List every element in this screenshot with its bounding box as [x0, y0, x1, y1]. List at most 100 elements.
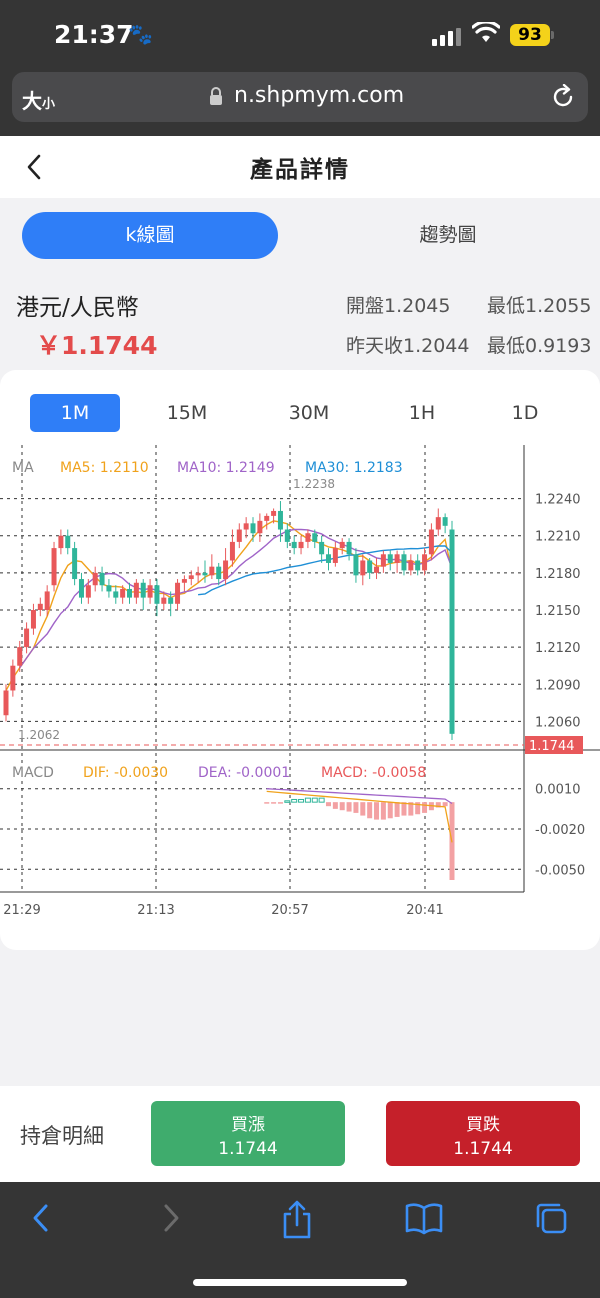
- candle-body: [85, 585, 91, 598]
- tab-kline[interactable]: k線圖: [22, 212, 278, 259]
- candle-body: [24, 628, 30, 648]
- candle-body: [435, 517, 441, 530]
- macd-value-label: MACD: -0.0058: [321, 765, 426, 781]
- back-arrow-icon[interactable]: [24, 152, 44, 182]
- candle-body: [175, 582, 181, 604]
- buy-up-price: 1.1744: [218, 1139, 278, 1159]
- kline-chart[interactable]: 1.2240 1.2210 1.2180 1.2150 1.2120 1.2090 1.20…: [0, 445, 600, 925]
- candle-body: [264, 515, 270, 521]
- macd-bar: [304, 797, 311, 803]
- candle-body: [44, 591, 50, 610]
- battery-indicator: 93: [510, 24, 550, 46]
- prev-close: 昨天收1.2044: [346, 335, 470, 357]
- price-tick: 1.2210: [535, 530, 581, 545]
- candle-body: [195, 572, 201, 576]
- price-tick: 1.2180: [535, 567, 581, 582]
- candle-body: [30, 610, 36, 629]
- candle-body: [127, 588, 133, 598]
- candle-body: [216, 566, 222, 580]
- candle-body: [284, 529, 290, 542]
- currency-pair: 港元/人民幣: [16, 295, 139, 321]
- price-tick: 1.2120: [535, 641, 581, 656]
- candle-body: [37, 603, 43, 610]
- candle-body: [442, 517, 448, 526]
- buy-down-button[interactable]: 買跌 1.1744: [386, 1101, 580, 1166]
- candle-body: [257, 520, 263, 534]
- candles: [3, 501, 455, 740]
- tab-trend[interactable]: 趨勢圖: [419, 224, 477, 246]
- home-indicator: [193, 1279, 407, 1286]
- time-tick: 21:13: [137, 903, 174, 918]
- period-1h[interactable]: 1H: [408, 402, 436, 424]
- min-marker: 1.2062: [18, 728, 60, 742]
- bookmarks-icon[interactable]: [404, 1200, 444, 1236]
- candle-body: [147, 585, 153, 598]
- low-price-2: 最低0.9193: [487, 335, 592, 357]
- period-15m[interactable]: 15M: [166, 402, 208, 424]
- reload-icon[interactable]: [550, 84, 576, 110]
- share-icon[interactable]: [280, 1200, 314, 1240]
- text-size-small: 小: [42, 97, 56, 112]
- url-text[interactable]: n.shpmym.com: [234, 83, 405, 108]
- macd-bar: [332, 802, 338, 809]
- buy-up-button[interactable]: 買漲 1.1744: [151, 1101, 345, 1166]
- time-tick: 20:41: [406, 903, 443, 918]
- text-size-button[interactable]: 大小: [22, 85, 55, 114]
- page-header: 產品詳情: [0, 136, 600, 198]
- macd-tick: -0.0050: [535, 863, 585, 878]
- buy-up-label: 買漲: [231, 1115, 265, 1135]
- candle-body: [120, 588, 126, 598]
- position-detail-link[interactable]: 持倉明細: [20, 1124, 104, 1148]
- open-price: 開盤1.2045: [346, 295, 451, 317]
- candle-body: [422, 554, 428, 571]
- candle-body: [305, 533, 311, 542]
- candle-body: [161, 597, 167, 604]
- back-icon[interactable]: [28, 1200, 54, 1236]
- candle-body: [449, 529, 455, 734]
- price-tick: 1.2060: [535, 715, 581, 730]
- forward-icon[interactable]: [158, 1200, 184, 1236]
- candle-body: [312, 533, 318, 542]
- macd-bar: [264, 802, 270, 804]
- tabs-icon[interactable]: [533, 1200, 571, 1238]
- candle-body: [243, 523, 249, 530]
- current-price-tag: 1.1744: [529, 739, 575, 754]
- wifi-icon: [472, 22, 500, 42]
- address-bar[interactable]: 大小 n.shpmym.com: [12, 72, 588, 122]
- candle-body: [360, 560, 366, 576]
- candle-body: [408, 560, 414, 571]
- candle-body: [181, 579, 187, 583]
- status-bar: [0, 0, 600, 70]
- chart-card: [0, 370, 600, 950]
- macd-bar: [394, 802, 400, 817]
- current-price-tag-bg: [525, 736, 583, 754]
- macd-bar: [367, 802, 373, 819]
- macd-bar: [408, 802, 414, 816]
- candle-body: [298, 541, 304, 549]
- ma30-label: MA30: 1.2183: [305, 460, 403, 476]
- candle-body: [65, 535, 71, 549]
- candle-body: [415, 560, 421, 571]
- macd-bar: [422, 802, 428, 813]
- chart-labels: MA MA5: 1.2110 MA10: 1.2149 MA30: 1.2183…: [12, 460, 426, 781]
- candle-body: [154, 585, 160, 604]
- macd-bar: [353, 802, 359, 813]
- period-30m[interactable]: 30M: [288, 402, 330, 424]
- low-price: 最低1.2055: [487, 295, 592, 317]
- candle-body: [72, 548, 78, 580]
- period-1d[interactable]: 1D: [511, 402, 539, 424]
- battery-tip: [551, 31, 554, 39]
- macd-bar: [284, 800, 291, 803]
- text-size-big: 大: [22, 89, 42, 113]
- macd-bar: [380, 802, 386, 820]
- chart-grid: 1.2240 1.2210 1.2180 1.2150 1.2120 1.2090 1.20…: [0, 445, 600, 918]
- period-1m[interactable]: 1M: [30, 394, 120, 432]
- price-tick: 1.2240: [535, 493, 581, 508]
- candle-body: [353, 554, 359, 576]
- macd-bar: [298, 798, 305, 803]
- dif-label: DIF: -0.0030: [83, 765, 168, 781]
- candle-body: [229, 541, 235, 561]
- macd-histogram: [264, 788, 455, 880]
- candle-body: [202, 572, 208, 576]
- candle-body: [250, 523, 256, 534]
